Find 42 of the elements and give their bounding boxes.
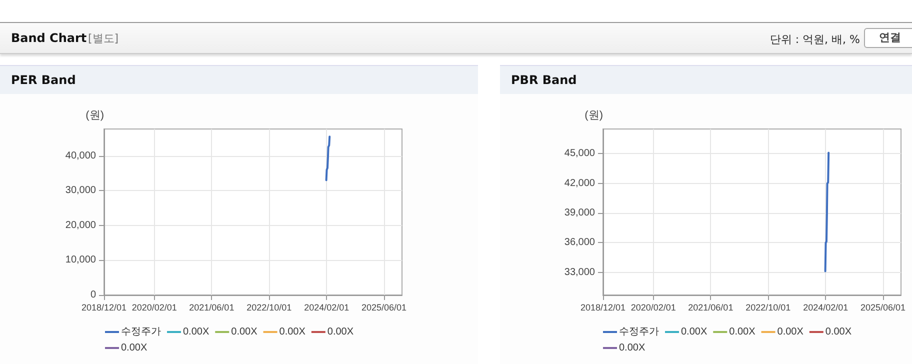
- y-axis-title: (원): [584, 110, 603, 122]
- x-tick-label: 2022/10/01: [746, 302, 791, 312]
- text: 단위 : 억원, 배, %: [770, 32, 860, 47]
- legend-label: 0.00X: [681, 326, 708, 338]
- y-tick-label: 40,000: [65, 150, 96, 162]
- legend-label: 0.00X: [231, 326, 258, 338]
- x-tick-label: 2020/02/01: [132, 302, 177, 312]
- chart-title: PBR Band: [500, 65, 912, 94]
- y-tick-label: 36,000: [564, 237, 596, 248]
- y-tick-label: 33,000: [564, 266, 596, 278]
- x-tick-label: 2018/12/01: [580, 302, 626, 312]
- y-tick-label: 30,000: [65, 185, 96, 196]
- x-tick-label: 2025/06/01: [361, 302, 406, 312]
- x-tick-label: 2024/02/01: [803, 302, 848, 312]
- y-tick-label: 20,000: [65, 220, 96, 231]
- legend-label: 0.00X: [183, 326, 210, 338]
- legend-label: 수정주가: [121, 326, 161, 338]
- legend-label: 0.00X: [777, 326, 804, 338]
- x-tick-label: 2018/12/01: [81, 302, 127, 312]
- x-tick-label: 2021/06/01: [189, 302, 234, 312]
- x-tick-label: 2020/02/01: [630, 302, 676, 312]
- legend-label: 0.00X: [619, 342, 646, 354]
- y-tick-label: 45,000: [564, 148, 596, 160]
- legend-label: 0.00X: [825, 326, 852, 338]
- y-tick-label: 39,000: [564, 207, 596, 218]
- legend-label: 수정주가: [619, 326, 659, 338]
- y-tick-label: 0: [90, 290, 96, 300]
- x-tick-label: 2021/06/01: [688, 302, 734, 312]
- y-tick-label: 10,000: [65, 254, 96, 266]
- legend-label: 0.00X: [729, 326, 756, 338]
- y-tick-label: 42,000: [564, 178, 596, 189]
- y-axis-title: (원): [86, 110, 104, 122]
- chart-title: PER Band: [0, 65, 478, 94]
- text: 연결: [864, 28, 912, 48]
- text: [별도]: [88, 31, 119, 46]
- legend-label: 0.00X: [327, 326, 354, 338]
- text: Band Chart: [11, 31, 87, 45]
- legend-label: 0.00X: [279, 326, 306, 338]
- x-tick-label: 2022/10/01: [246, 302, 292, 312]
- x-tick-label: 2024/02/01: [304, 302, 350, 312]
- legend-label: 0.00X: [121, 342, 148, 354]
- x-tick-label: 2025/06/01: [860, 302, 906, 312]
